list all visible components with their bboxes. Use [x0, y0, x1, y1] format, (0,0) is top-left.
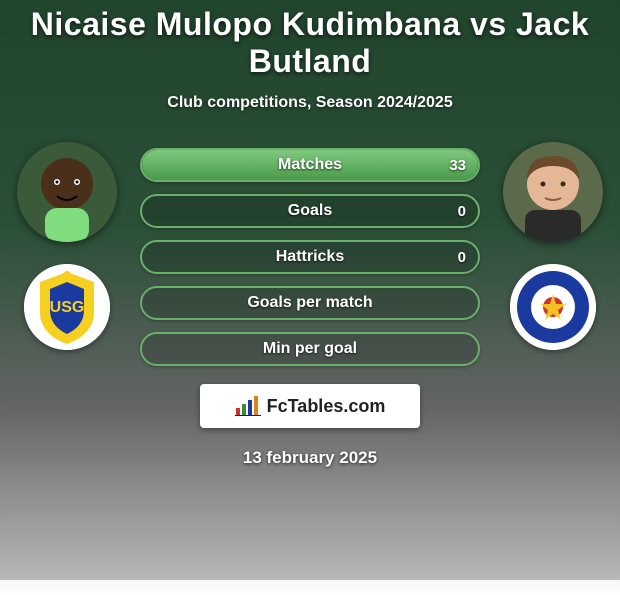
stat-bar-label: Min per goal — [142, 334, 478, 364]
content-container: Nicaise Mulopo Kudimbana vs Jack Butland… — [0, 0, 620, 580]
club-badge-right-icon — [510, 264, 596, 350]
right-club-badge — [510, 264, 596, 350]
right-player-column — [498, 142, 608, 350]
stat-bar-label: Goals per match — [142, 288, 478, 318]
stat-bar-label: Hattricks — [142, 242, 478, 272]
logo-text: FcTables.com — [267, 396, 386, 417]
player-left-face-icon — [17, 142, 117, 242]
page-title: Nicaise Mulopo Kudimbana vs Jack Butland — [0, 6, 620, 80]
left-player-avatar — [17, 142, 117, 242]
update-date: 13 february 2025 — [0, 448, 620, 468]
stat-bar-value-right: 0 — [458, 196, 466, 226]
player-right-face-icon — [503, 142, 603, 242]
stat-bar: Goals0 — [140, 194, 480, 228]
club-badge-left-icon: USG — [24, 264, 110, 350]
stat-bar-value-right: 0 — [458, 242, 466, 272]
stat-bar: Goals per match — [140, 286, 480, 320]
stat-bar-label: Goals — [142, 196, 478, 226]
stat-bar: Min per goal — [140, 332, 480, 366]
fctables-logo: FcTables.com — [200, 384, 420, 428]
svg-text:USG: USG — [50, 299, 85, 316]
stat-bar-label: Matches — [142, 150, 478, 180]
bar-chart-icon — [235, 396, 261, 416]
comparison-row: USG Matches33Goals0Hattricks0Goals per m… — [0, 142, 620, 366]
stat-bar: Matches33 — [140, 148, 480, 182]
left-player-column: USG — [12, 142, 122, 350]
page-subtitle: Club competitions, Season 2024/2025 — [0, 94, 620, 112]
left-club-badge: USG — [24, 264, 110, 350]
stat-bar-value-right: 33 — [449, 150, 466, 180]
stat-bar: Hattricks0 — [140, 240, 480, 274]
right-player-avatar — [503, 142, 603, 242]
stat-bars: Matches33Goals0Hattricks0Goals per match… — [140, 142, 480, 366]
